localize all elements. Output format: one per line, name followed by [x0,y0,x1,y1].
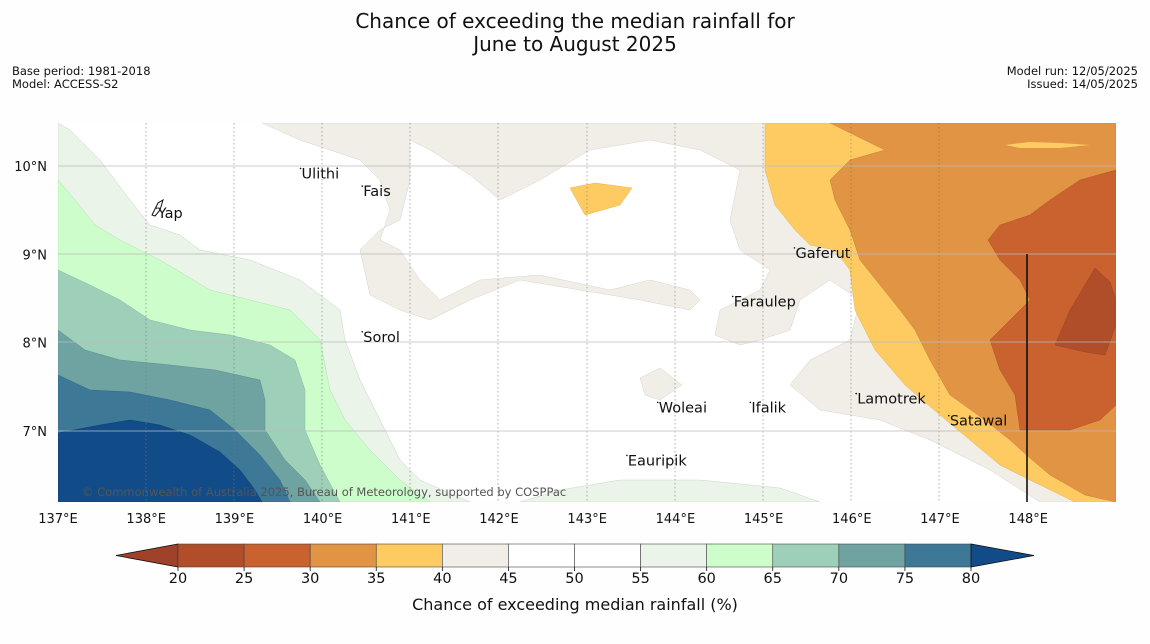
colorbar-label: Chance of exceeding median rainfall (%) [412,595,738,614]
lon-label: 144°E [656,512,696,527]
colorbar-segment [772,543,840,568]
colorbar-tick-label: 40 [433,571,451,587]
colorbar-under-arrow [115,543,179,568]
lon-label: 148°E [1008,512,1048,527]
issued-date: Issued: 14/05/2025 [1027,77,1138,91]
lat-label: 8°N [23,337,48,352]
place-label: Ifalik [751,400,786,416]
colorbar-segment [508,543,575,568]
colorbar-segment [640,543,707,568]
place-marker [361,185,364,187]
place-label: Woleai [659,400,707,416]
place-marker [361,330,364,333]
colorbar-tick-label: 70 [830,571,848,587]
place-label: Eauripik [628,453,687,469]
place-marker [731,295,734,298]
colorbar-tick-label: 55 [631,571,649,587]
colorbar-tick-label: 45 [499,571,517,587]
map-plot-area [58,123,1116,502]
latitude-labels: 10°N 9°N 8°N 7°N [14,160,47,440]
lon-label: 139°E [215,512,255,527]
colorbar-tick-label: 35 [367,571,385,587]
map-title: Chance of exceeding the median rainfall … [0,10,1150,56]
model-run: Model run: 12/05/2025 [1006,64,1138,78]
meta-right: Model run: 12/05/2025 Issued: 14/05/2025 [1007,65,1138,91]
colorbar-segment [177,543,245,568]
lon-label: 141°E [391,512,431,527]
colorbar-tick-label: 20 [169,571,187,587]
place-label: Lamotrek [857,392,926,408]
place-label: Sorol [363,330,400,346]
region-over-80 [58,419,263,502]
place-marker [656,401,659,404]
place-label: Yap [157,206,183,222]
lat-grid-lines [58,165,1116,432]
colorbar-tick-label: 60 [697,571,715,587]
colorbar-over-arrow [970,543,1035,568]
lon-label: 146°E [832,512,872,527]
place-marker [749,401,752,404]
title-line-2: June to August 2025 [473,32,677,56]
colorbar-tick-label: 25 [235,571,253,587]
lat-label: 9°N [23,248,48,263]
lat-label: 10°N [14,160,47,175]
place-label: Ulithi [302,166,340,182]
place-marker [155,207,158,209]
lon-label: 137°E [38,512,78,527]
place-label: Fais [363,184,390,200]
place-marker [793,247,796,249]
place-label: Satawal [950,414,1007,430]
lon-label: 145°E [744,512,784,527]
region-25-30 [987,169,1116,431]
yap-island-icon [151,198,164,217]
grid-lines [145,123,940,502]
colorbar-segment [442,543,509,568]
region-35-40-small [569,182,633,216]
colorbar-tick-label: 30 [301,571,319,587]
lon-label: 143°E [567,512,607,527]
colorbar-segment [243,543,311,568]
colorbar-segment [574,543,641,568]
colorbar-tick-label: 75 [896,571,914,587]
lon-label: 142°E [479,512,519,527]
colorbar-segment [375,543,443,568]
base-period: Base period: 1981-2018 [12,64,151,78]
lon-label: 140°E [303,512,343,527]
place-marker [948,414,950,417]
longitude-labels: 137°E 138°E 139°E 140°E 141°E 142°E 143°E 144°E… [38,512,1048,527]
colorbar-segment [706,543,774,568]
colorbar-tick-label: 80 [962,571,980,587]
colorbar-tick-label: 50 [565,571,583,587]
place-label: Faraulep [734,294,796,310]
lat-label: 7°N [23,425,48,440]
region-20-25 [1054,267,1116,356]
lon-label: 138°E [126,512,166,527]
place-marker [855,392,858,395]
model-name: Model: ACCESS-S2 [12,77,119,91]
title-line-1: Chance of exceeding the median rainfall … [355,9,795,33]
colorbar-segment [309,543,377,568]
place-marker [626,454,628,457]
place-labels: Ulithi Fais Yap Gaferut Faraulep Sorol Lamotre… [155,166,1007,469]
colorbar-tick-label: 65 [764,571,782,587]
meta-left: Base period: 1981-2018 Model: ACCESS-S2 [12,65,151,91]
region-40-45-small [639,367,683,401]
place-label: Gaferut [795,246,850,262]
lon-label: 147°E [920,512,960,527]
colorbar: 20 25 30 35 40 45 50 55 60 65 70 75 80 [115,543,1035,587]
region-30-35-top [1005,142,1090,148]
colorbar-segment [904,543,972,568]
colorbar-segment [838,543,906,568]
copyright-text: © Commonwealth of Australia 2025, Bureau… [82,485,566,499]
region-55-60-south [519,479,821,502]
place-marker [299,167,302,170]
